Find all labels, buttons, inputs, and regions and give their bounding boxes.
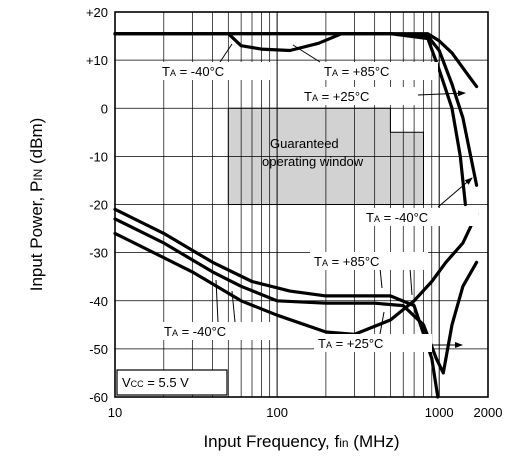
y-tick-label: -50 bbox=[89, 342, 108, 357]
series-line-6 bbox=[113, 212, 479, 336]
window-label-line1: Guaranteed bbox=[270, 136, 339, 151]
label-text: T bbox=[324, 64, 332, 79]
subscript-text: A bbox=[326, 340, 332, 350]
annotation-upper-p25: TA = +25°C bbox=[304, 89, 369, 104]
label-text: = +85°C bbox=[328, 254, 379, 269]
y-tick-label: +20 bbox=[86, 5, 108, 20]
series-line-4 bbox=[113, 207, 440, 399]
subscript-text: A bbox=[322, 258, 328, 268]
label-text: T bbox=[366, 210, 374, 225]
label-text: T bbox=[162, 64, 170, 79]
plot-frame bbox=[114, 11, 489, 398]
subscript-text: A bbox=[170, 68, 176, 78]
label-text: (MHz) bbox=[349, 432, 400, 451]
y-axis-label: Input Power, PIN (dBm) bbox=[27, 118, 46, 292]
condition-label: VCC = 5.5 V bbox=[122, 375, 189, 390]
annotation-leader-line bbox=[215, 279, 219, 323]
annotation-leader-line bbox=[231, 290, 236, 323]
annotation-lower-m40: TA = -40°C bbox=[164, 324, 226, 339]
label-text: = 5.5 V bbox=[144, 375, 189, 390]
condition-box bbox=[116, 369, 228, 396]
y-tick-label: 0 bbox=[101, 101, 108, 116]
subscript-text: in bbox=[339, 436, 348, 450]
y-tick-label: -40 bbox=[89, 294, 108, 309]
annotation-lower-p25: TA = +25°C bbox=[318, 336, 383, 351]
annotation-background bbox=[314, 334, 432, 352]
y-tick-label: +10 bbox=[86, 53, 108, 68]
label-text: T bbox=[304, 89, 312, 104]
series-line-3 bbox=[113, 32, 479, 89]
label-text: = +85°C bbox=[338, 64, 389, 79]
label-text: T bbox=[314, 254, 322, 269]
annotation-leader-line bbox=[379, 267, 383, 289]
label-text: = -40°C bbox=[178, 324, 226, 339]
y-tick-label: -20 bbox=[89, 198, 108, 213]
label-text: = +25°C bbox=[318, 89, 369, 104]
y-tick-label: -30 bbox=[89, 246, 108, 261]
subscript-text: A bbox=[374, 214, 380, 224]
subscript-text: A bbox=[312, 93, 318, 103]
annotation-leader-line bbox=[437, 177, 473, 208]
label-text: Input Power, P bbox=[27, 181, 46, 292]
annotation-upper-p85: TA = +85°C bbox=[324, 64, 389, 79]
annotation-leader-line bbox=[379, 311, 385, 335]
subscript-text: A bbox=[332, 68, 338, 78]
label-text: (dBm) bbox=[27, 118, 46, 169]
subscript-text: A bbox=[172, 328, 178, 338]
annotation-mid-m40: TA = -40°C bbox=[366, 210, 428, 225]
annotation-background bbox=[158, 62, 270, 80]
label-text: V bbox=[122, 375, 131, 390]
label-text: = -40°C bbox=[176, 64, 224, 79]
annotation-background bbox=[160, 322, 274, 340]
x-tick-label: 1000 bbox=[425, 405, 454, 420]
annotation-upper-m40: TA = -40°C bbox=[162, 64, 224, 79]
label-text: = -40°C bbox=[380, 210, 428, 225]
annotation-background bbox=[310, 252, 428, 270]
label-text: Input Frequency, f bbox=[203, 432, 339, 451]
y-tick-label: -60 bbox=[89, 390, 108, 405]
annotation-leader-line bbox=[417, 90, 466, 97]
label-text: T bbox=[318, 336, 326, 351]
x-tick-label: 10 bbox=[108, 405, 122, 420]
subscript-text: CC bbox=[131, 379, 144, 389]
x-tick-label: 100 bbox=[266, 405, 288, 420]
y-tick-label: -10 bbox=[89, 149, 108, 164]
annotation-background bbox=[300, 87, 418, 105]
annotation-background bbox=[362, 208, 478, 226]
annotation-lower-p85: TA = +85°C bbox=[314, 254, 379, 269]
annotation-leader-line bbox=[409, 267, 413, 296]
x-axis-label: Input Frequency, fin (MHz) bbox=[203, 432, 399, 451]
window-label-line2: operating window bbox=[262, 154, 364, 169]
subscript-text: IN bbox=[31, 169, 45, 181]
annotation-leader-line bbox=[219, 43, 233, 63]
annotation-leader-line bbox=[292, 44, 321, 63]
x-tick-label: 2000 bbox=[474, 405, 503, 420]
annotation-background bbox=[320, 62, 438, 80]
label-text: = +25°C bbox=[332, 336, 383, 351]
label-text: T bbox=[164, 324, 172, 339]
series-line-5 bbox=[113, 217, 479, 375]
